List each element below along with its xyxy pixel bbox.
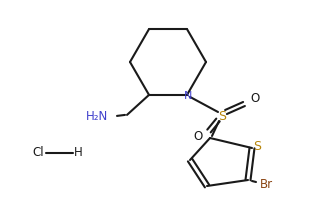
- Text: H₂N: H₂N: [86, 110, 108, 123]
- Text: Br: Br: [259, 177, 272, 190]
- Text: O: O: [193, 130, 203, 143]
- Text: S: S: [218, 110, 226, 122]
- Text: S: S: [253, 140, 261, 153]
- Text: Cl: Cl: [32, 147, 44, 159]
- Text: H: H: [74, 147, 82, 159]
- Text: O: O: [250, 93, 260, 106]
- Text: N: N: [184, 91, 192, 101]
